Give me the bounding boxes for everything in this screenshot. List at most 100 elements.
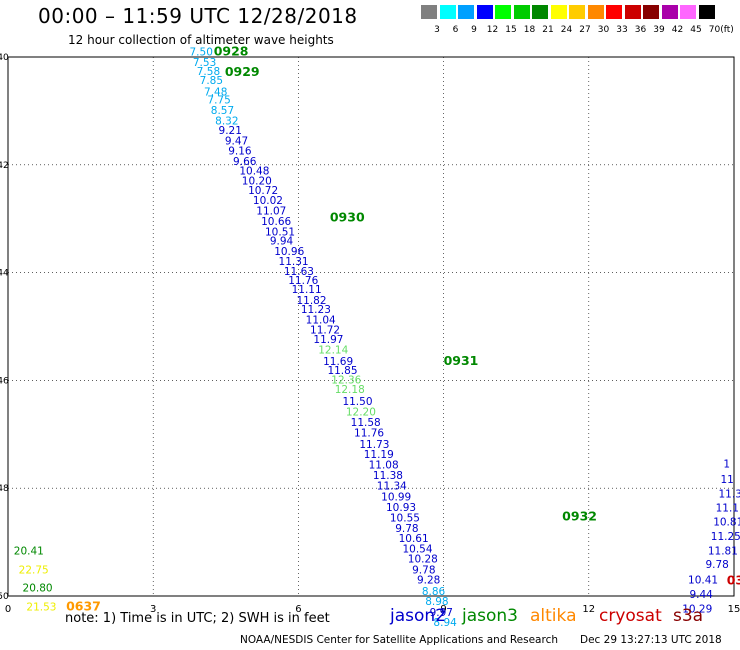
pass-time-label: 0637	[66, 599, 101, 614]
color-swatch-27	[569, 5, 585, 19]
wave-height-label: 20.41	[14, 545, 44, 557]
wave-height-label: 9.78	[705, 559, 728, 571]
longitude-tick-label: 0	[5, 604, 11, 615]
wave-height-label: 11.23	[301, 304, 331, 316]
wave-height-label: 11.3	[719, 488, 740, 500]
latitude-tick-label: -46	[0, 376, 9, 386]
color-swatch-label: 24	[560, 25, 573, 35]
color-swatch-label: 27	[579, 25, 591, 35]
wave-height-label: 12.18	[335, 384, 365, 396]
pass-time-label: 03	[727, 573, 740, 588]
wave-height-label: 7.58	[197, 66, 220, 78]
color-swatch-70	[698, 5, 715, 19]
wave-height-label: 11.97	[313, 334, 343, 346]
wave-height-label: 9.28	[417, 575, 440, 587]
wave-height-label: 10.51	[265, 226, 295, 238]
color-swatch-label: 18	[523, 25, 536, 35]
wave-height-label: 11.69	[323, 356, 353, 368]
wave-height-label: 12.36	[331, 375, 361, 387]
color-swatch-30	[587, 5, 604, 19]
color-swatch-21	[532, 5, 548, 19]
wave-height-label: 11.07	[256, 205, 286, 217]
wave-height-label: 8.32	[215, 115, 238, 127]
wave-height-label: 11.25	[711, 531, 740, 543]
footnote: note: 1) Time is in UTC; 2) SWH is in fe…	[65, 611, 330, 626]
latitude-tick-label: -48	[0, 484, 9, 494]
color-swatch-45	[680, 5, 696, 19]
wave-height-label: 9.44	[689, 589, 713, 601]
color-swatch-label: 12	[486, 25, 499, 35]
wave-height-label: 11.82	[296, 295, 326, 307]
pass-time-label: 0932	[562, 509, 597, 524]
wave-height-label: 10.20	[242, 176, 272, 188]
satellite-legend-s3a: s3a	[673, 606, 704, 626]
wave-height-label: 12.20	[346, 406, 376, 418]
color-swatch-6	[439, 5, 456, 19]
color-swatch-label: 36	[634, 25, 647, 35]
wave-height-label: 11	[720, 474, 733, 486]
wave-height-label: 10.54	[402, 543, 432, 555]
color-swatch-33	[606, 5, 622, 19]
color-swatch-label: 6	[452, 25, 459, 35]
wave-height-label: 8.98	[425, 596, 448, 608]
color-swatch-15	[495, 5, 511, 19]
wave-height-label: 11.85	[327, 365, 357, 377]
wave-height-label: 9.78	[395, 523, 418, 535]
pass-time-label: 0928	[214, 43, 249, 58]
wave-height-label: 11.73	[359, 439, 389, 451]
wave-height-label: 9.97	[430, 607, 453, 619]
page-subtitle: 12 hour collection of altimeter wave hei…	[68, 33, 334, 47]
wave-height-label: 9.21	[219, 125, 242, 137]
wave-height-label: 11.63	[284, 266, 314, 278]
wave-height-label: 7.50	[190, 46, 213, 58]
satellite-legend-altika: altika	[530, 606, 577, 626]
wave-height-label: 11.11	[292, 284, 322, 296]
longitude-tick-label: 3	[150, 604, 156, 615]
wave-height-label: 10.81	[713, 516, 740, 528]
wave-height-label: 10.28	[408, 554, 438, 566]
longitude-tick-label: 12	[582, 604, 595, 615]
wave-height-label: 7.85	[200, 75, 223, 87]
wave-height-label: 11.31	[279, 256, 309, 268]
color-swatch-36	[624, 5, 641, 19]
pass-time-label: 0929	[225, 64, 260, 79]
wave-height-label: 9.47	[225, 135, 248, 147]
wave-height-label: 10.41	[688, 575, 718, 587]
color-swatch-42	[661, 5, 678, 19]
latitude-tick-label: -50	[0, 592, 9, 602]
wave-height-label: 11.76	[354, 427, 384, 439]
color-swatch-9	[458, 5, 474, 19]
longitude-tick-label: 15	[728, 604, 740, 615]
wave-height-label: 11.58	[351, 417, 381, 429]
wave-height-label: 11.50	[342, 396, 372, 408]
color-swatch-label: 3	[434, 25, 440, 35]
wave-height-label: 11.19	[364, 449, 394, 461]
wave-height-label: 10.99	[381, 492, 411, 504]
wave-height-label: 10.93	[386, 502, 416, 514]
wave-height-label: 11.34	[377, 480, 407, 492]
color-swatch-12	[476, 5, 493, 19]
generated-timestamp: Dec 29 13:27:13 UTC 2018	[580, 634, 722, 646]
wave-height-label: 10.29	[682, 604, 712, 616]
color-swatch-18	[513, 5, 530, 19]
color-swatch-label: 42	[671, 25, 684, 35]
wave-height-label: 8.94	[433, 617, 457, 629]
wave-height-label: 7.48	[204, 86, 227, 98]
satellite-legend-jason2: jason2	[390, 606, 446, 626]
color-swatch-label: 9	[471, 25, 477, 35]
wave-height-label: 10.55	[390, 513, 420, 525]
color-scale-unit: (ft)	[720, 25, 734, 35]
wave-height-label: 10.96	[274, 246, 304, 258]
credit-line: NOAA/NESDIS Center for Satellite Applica…	[240, 634, 558, 646]
wave-height-label: 8.86	[422, 586, 446, 598]
color-swatch-label: 15	[505, 25, 517, 35]
color-swatch-39	[643, 5, 659, 19]
wave-height-label: 7.53	[193, 57, 216, 69]
wave-height-label: 7.75	[207, 94, 230, 106]
page-title: 00:00 – 11:59 UTC 12/28/2018	[38, 4, 358, 28]
satellite-legend-cryosat: cryosat	[599, 606, 662, 626]
map-frame	[7, 56, 735, 597]
color-swatch-label: 21	[542, 25, 554, 35]
wave-height-label: 10.72	[248, 185, 278, 197]
